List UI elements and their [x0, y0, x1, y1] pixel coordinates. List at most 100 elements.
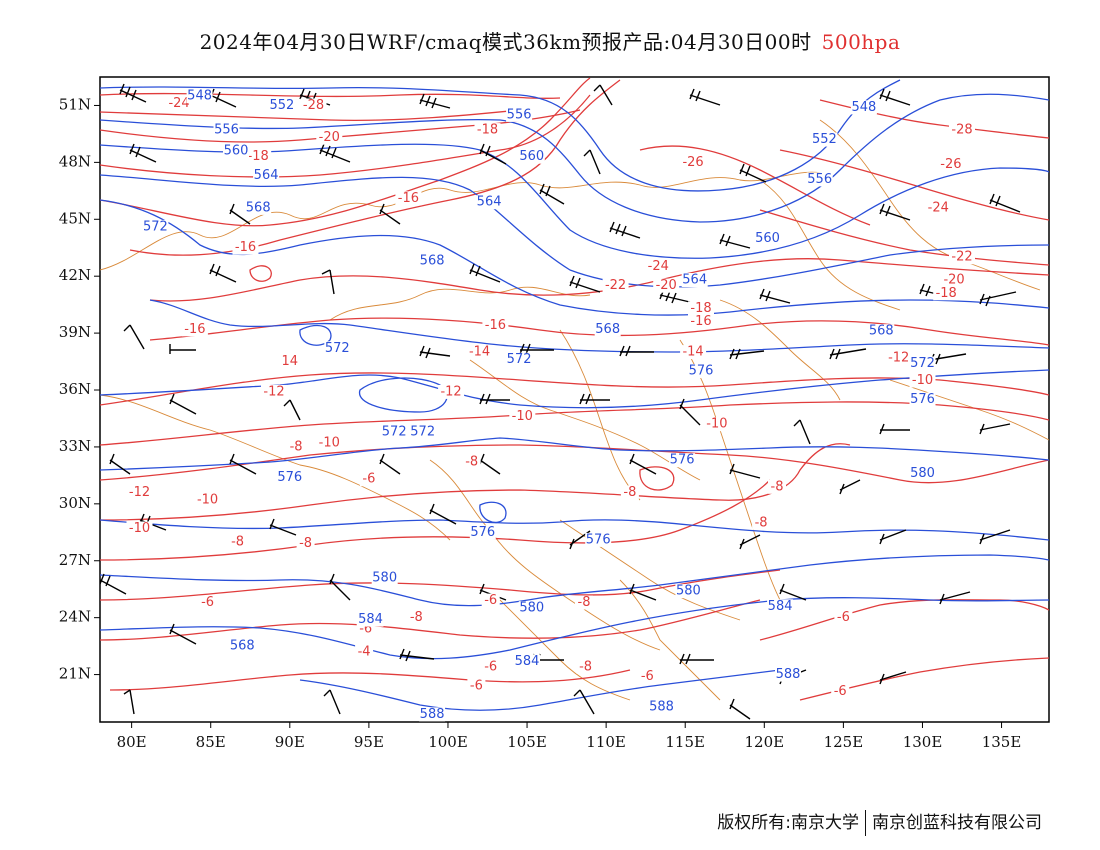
height-contour-label: 580 [676, 584, 701, 599]
isotherm-label: -16 [235, 240, 256, 255]
height-contour-label-bg [514, 654, 540, 669]
height-contour-label-bg [806, 172, 833, 187]
isotherm-label-bg [198, 595, 217, 610]
height-contour-label-bg [419, 707, 446, 722]
height-contour-label: 584 [515, 654, 540, 669]
isotherm-label-bg [438, 384, 465, 399]
x-tick-label: 80E [117, 733, 147, 751]
isotherm-label: -26 [682, 155, 703, 170]
map-frame [99, 76, 1050, 723]
isotherm-label-bg [638, 669, 657, 684]
isotherm-label-bg [245, 149, 272, 164]
height-contour-label-bg [469, 525, 496, 540]
height-contour-label-bg [419, 254, 446, 268]
isotherm-label: -12 [263, 384, 284, 399]
height-contour-label: 576 [910, 392, 935, 407]
isotherm-label: -16 [398, 191, 419, 206]
x-tick-label: 110E [586, 733, 626, 751]
height-contour-label-bg [688, 364, 714, 378]
height-contour-label-bg [324, 341, 351, 356]
isotherm-label-bg [296, 536, 315, 551]
isotherm-label: -6 [484, 593, 497, 608]
isotherm-label: -28 [303, 98, 324, 113]
height-contour-label: 576 [470, 525, 495, 540]
isotherm-label: -18 [690, 301, 711, 316]
isotherm-label: -14 [469, 345, 490, 360]
isotherm-label: -12 [129, 485, 150, 500]
height-contour-label: 556 [507, 107, 532, 122]
height-contour-label: 572 [910, 356, 935, 371]
height-contour-label: 548 [187, 89, 212, 104]
height-contour-label-bg [213, 123, 240, 138]
isotherm-label-bg [287, 439, 306, 454]
isotherm-label: -4 [358, 644, 371, 659]
y-tick-label: 45N [59, 209, 91, 227]
height-contour-label: 584 [768, 599, 793, 614]
x-tick-label: 125E [824, 733, 864, 751]
height-contour-label-bg [675, 584, 702, 599]
isotherm-label: -10 [129, 521, 150, 536]
height-contours [100, 79, 1049, 711]
x-tick-label: 115E [665, 733, 705, 751]
isotherm-label: -8 [578, 595, 591, 610]
height-contour-label: 576 [277, 470, 302, 485]
y-tick-label: 42N [59, 266, 91, 284]
height-contour-label-bg [754, 231, 781, 246]
isotherm-label: -20 [656, 278, 677, 293]
isotherm-label-bg [194, 493, 221, 507]
isotherm-label: -8 [771, 479, 784, 494]
isotherm-label: -14 [682, 345, 703, 360]
height-contour-label: 552 [269, 98, 294, 113]
height-contour-label-bg [409, 424, 436, 439]
height-contour-label-bg [669, 453, 696, 468]
x-tick-label: 130E [903, 733, 943, 751]
borders [100, 119, 1049, 701]
height-contour-label: 580 [910, 466, 935, 481]
height-contour-label: 552 [812, 132, 837, 147]
y-tick-label: 33N [59, 437, 91, 455]
height-contour-label-bg [229, 639, 256, 654]
height-contour-label-bg [518, 601, 545, 616]
x-tick-label: 120E [745, 733, 785, 751]
isotherm-label: 14 [282, 354, 299, 369]
isotherm-label-bg [181, 322, 208, 337]
height-contour-label-bg [681, 273, 708, 287]
y-axis: 51N 48N 45N 42N 39N 36N 33N 30N 27N 24N 21N [59, 96, 100, 683]
height-contour-label: 588 [776, 667, 801, 682]
isotherm-label-bg [481, 660, 500, 674]
isotherm-label-bg [355, 644, 374, 659]
isotherm-label-bg [300, 98, 327, 113]
height-contour-label: 568 [595, 322, 620, 337]
isotherm-label-bg [482, 318, 509, 333]
height-contour-label: 556 [807, 172, 832, 187]
height-contour-label: 572 [507, 352, 532, 367]
height-contour-label: 576 [670, 453, 695, 468]
isotherm-label-bg [462, 455, 481, 470]
x-axis: 80E 85E 90E 95E 100E 105E 110E 115E 120E 125E 130E… [117, 722, 1021, 751]
height-contour-label: 576 [689, 364, 714, 379]
height-contour-label-bg [585, 532, 612, 547]
height-contour-label: 572 [410, 424, 435, 439]
isotherm-label-bg [228, 534, 247, 549]
x-tick-label: 90E [275, 733, 305, 751]
isotherm-label: -6 [837, 610, 850, 625]
height-contour-label-bg [648, 699, 675, 714]
isotherm-label: -18 [936, 286, 957, 301]
height-contour-label: 564 [254, 168, 279, 183]
y-tick-label: 51N [59, 96, 91, 114]
isotherm-label: -6 [484, 660, 497, 675]
isotherm-label: -10 [319, 436, 340, 451]
isotherm-label-bg [680, 345, 707, 360]
map-title: 2024年04月30日WRF/cmaq模式36km预报产品:04月30日00时 5… [0, 26, 1100, 55]
isotherm-label-bg [280, 354, 299, 369]
footer-separator [865, 810, 866, 836]
height-contour-label: 572 [143, 219, 168, 234]
x-tick-label: 85E [196, 733, 226, 751]
isotherm-label-bg [467, 679, 486, 693]
isotherm-label: -10 [912, 373, 933, 388]
height-contour-label-bg [518, 149, 545, 164]
isotherm-label-bg [407, 610, 426, 625]
isotherm-label: -6 [834, 684, 847, 699]
height-contour-label: 560 [755, 231, 780, 246]
